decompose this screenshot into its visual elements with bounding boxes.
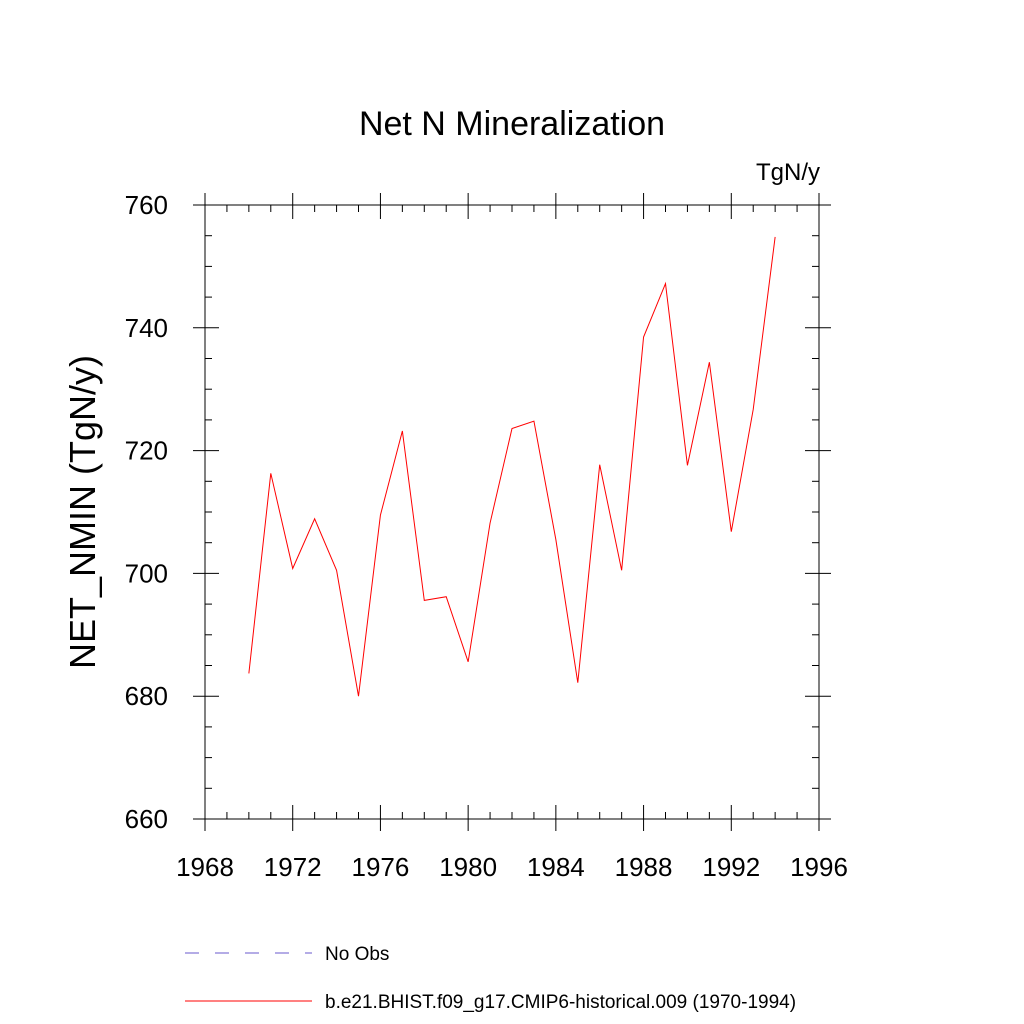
x-tick-label: 1996 (790, 852, 848, 882)
units-label: TgN/y (756, 159, 820, 186)
legend-label: b.e21.BHIST.f09_g17.CMIP6-historical.009… (325, 992, 796, 1013)
y-tick-label: 680 (125, 681, 168, 711)
y-tick-label: 700 (125, 558, 168, 588)
x-tick-label: 1972 (264, 852, 322, 882)
x-tick-label: 1980 (439, 852, 497, 882)
series-line (248, 236, 776, 697)
plot-frame (204, 204, 820, 820)
y-tick-label: 720 (125, 436, 168, 466)
legend-label: No Obs (325, 944, 389, 965)
x-tick-label: 1984 (527, 852, 585, 882)
series-group (248, 236, 776, 697)
y-axis-label: NET_NMIN (TgN/y) (62, 355, 103, 669)
chart-title: Net N Mineralization (359, 105, 665, 143)
y-tick-label: 740 (125, 313, 168, 343)
x-tick-label: 1988 (615, 852, 673, 882)
x-tick-label: 1992 (702, 852, 760, 882)
y-tick-label: 660 (125, 804, 168, 834)
x-tick-label: 1976 (352, 852, 410, 882)
minor-ticks (205, 205, 819, 819)
legend: No Obs b.e21.BHIST.f09_g17.CMIP6-historic… (185, 944, 796, 1013)
y-tick-label: 760 (125, 190, 168, 220)
tick-labels: 1968 1972 1976 1980 1984 1988 1992 1996 660 680 70… (125, 190, 848, 882)
x-tick-label: 1968 (176, 852, 234, 882)
